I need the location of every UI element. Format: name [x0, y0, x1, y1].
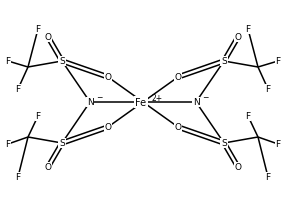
Text: S: S	[221, 139, 227, 148]
Text: F: F	[265, 173, 270, 182]
Text: F: F	[15, 85, 21, 94]
Text: O: O	[235, 163, 241, 172]
Text: S: S	[59, 139, 65, 148]
Text: N: N	[193, 98, 200, 107]
Text: F: F	[275, 57, 280, 66]
Text: O: O	[235, 33, 241, 42]
Text: −: −	[96, 93, 102, 102]
Text: O: O	[44, 163, 52, 172]
Text: O: O	[105, 123, 111, 132]
Text: O: O	[44, 33, 52, 42]
Text: Fe: Fe	[135, 97, 146, 108]
Text: N: N	[87, 98, 93, 107]
Text: F: F	[275, 140, 280, 149]
Text: F: F	[5, 57, 11, 66]
Text: F: F	[15, 173, 21, 182]
Text: S: S	[59, 57, 65, 66]
Text: F: F	[5, 140, 11, 149]
Text: O: O	[174, 123, 182, 132]
Text: F: F	[35, 25, 40, 34]
Text: F: F	[35, 112, 40, 121]
Text: O: O	[174, 73, 182, 82]
Text: F: F	[245, 25, 251, 34]
Text: 2+: 2+	[151, 94, 162, 103]
Text: O: O	[105, 73, 111, 82]
Text: −: −	[202, 93, 208, 102]
Text: F: F	[245, 112, 251, 121]
Text: F: F	[265, 85, 270, 94]
Text: S: S	[221, 57, 227, 66]
